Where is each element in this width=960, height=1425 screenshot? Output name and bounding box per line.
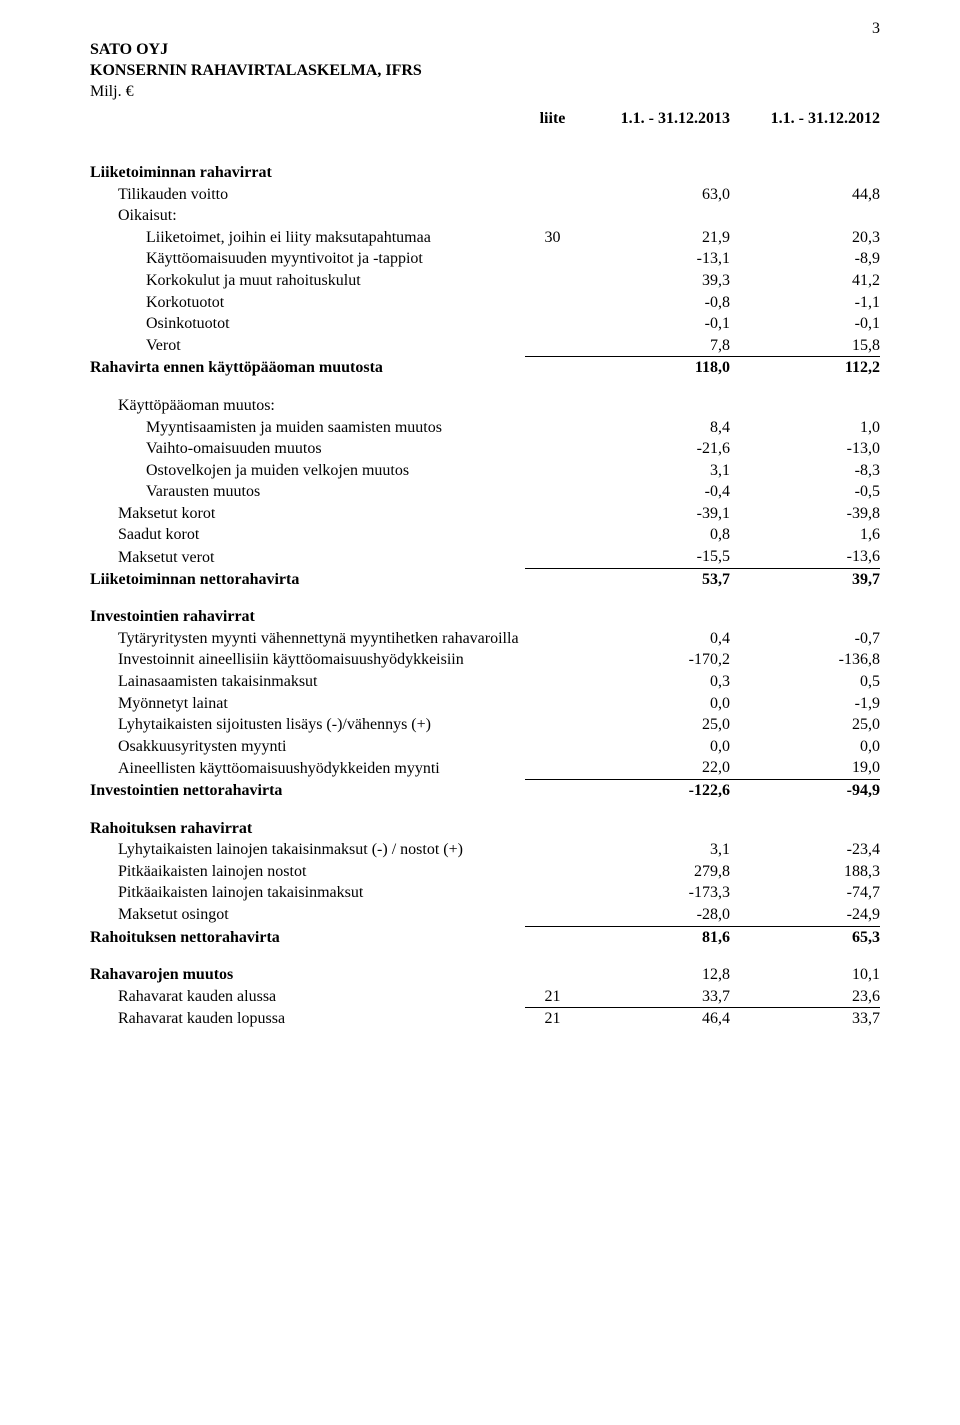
table-row: Pitkäaikaisten lainojen nostot 279,8 188… [90, 861, 880, 883]
table-header-row: liite 1.1. - 31.12.2013 1.1. - 31.12.201… [90, 108, 880, 130]
table-row: Verot 7,8 15,8 [90, 335, 880, 357]
table-row: Pitkäaikaisten lainojen takaisinmaksut -… [90, 882, 880, 904]
company-name: SATO OYJ [90, 40, 880, 61]
unit-label: Milj. € [90, 82, 880, 103]
section4-title: Rahoituksen rahavirrat [90, 818, 525, 840]
table-row: Vaihto-omaisuuden muutos -21,6 -13,0 [90, 438, 880, 460]
table-row: Myönnetyt lainat 0,0 -1,9 [90, 693, 880, 715]
table-row: Lainasaamisten takaisinmaksut 0,3 0,5 [90, 671, 880, 693]
section-title-row: Investointien rahavirrat [90, 606, 880, 628]
section2-subtotal: Liiketoiminnan nettorahavirta 53,7 39,7 [90, 568, 880, 590]
section3-subtotal: Investointien nettorahavirta -122,6 -94,… [90, 780, 880, 802]
table-row: Tilikauden voitto 63,0 44,8 [90, 184, 880, 206]
table-row: Saadut korot 0,8 1,6 [90, 524, 880, 546]
section-title-row: Rahoituksen rahavirrat [90, 818, 880, 840]
col-header-period1: 1.1. - 31.12.2013 [580, 108, 730, 130]
table-row: Ostovelkojen ja muiden velkojen muutos 3… [90, 460, 880, 482]
section3-title: Investointien rahavirrat [90, 606, 525, 628]
table-row: Liiketoimet, joihin ei liity maksutapaht… [90, 227, 880, 249]
cashflow-table: liite 1.1. - 31.12.2013 1.1. - 31.12.201… [90, 108, 880, 1030]
section-title-row: Käyttöpääoman muutos: [90, 395, 880, 417]
table-row: Rahavarat kauden alussa 21 33,7 23,6 [90, 986, 880, 1008]
table-row: Oikaisut: [90, 205, 880, 227]
statement-title: KONSERNIN RAHAVIRTALASKELMA, IFRS [90, 61, 880, 82]
col-header-period2: 1.1. - 31.12.2012 [730, 108, 880, 130]
table-row: Maksetut korot -39,1 -39,8 [90, 503, 880, 525]
table-row: Lyhytaikaisten sijoitusten lisäys (-)/vä… [90, 714, 880, 736]
table-row: Maksetut osingot -28,0 -24,9 [90, 904, 880, 926]
table-row: Maksetut verot -15,5 -13,6 [90, 546, 880, 568]
section1-subtotal: Rahavirta ennen käyttöpääoman muutosta 1… [90, 357, 880, 379]
table-row: Investoinnit aineellisiin käyttöomaisuus… [90, 649, 880, 671]
table-row: Lyhytaikaisten lainojen takaisinmaksut (… [90, 839, 880, 861]
section-title-row: Liiketoiminnan rahavirrat [90, 162, 880, 184]
section2-title: Käyttöpääoman muutos: [90, 395, 525, 417]
page-number: 3 [872, 20, 880, 38]
section1-title: Liiketoiminnan rahavirrat [90, 162, 525, 184]
table-row: Aineellisten käyttöomaisuushyödykkeiden … [90, 757, 880, 779]
table-row: Tytäryritysten myynti vähennettynä myynt… [90, 628, 880, 650]
table-row: Käyttöomaisuuden myyntivoitot ja -tappio… [90, 248, 880, 270]
table-row: Korkokulut ja muut rahoituskulut 39,3 41… [90, 270, 880, 292]
page: 3 SATO OYJ KONSERNIN RAHAVIRTALASKELMA, … [0, 0, 960, 1090]
table-row: Korkotuotot -0,8 -1,1 [90, 292, 880, 314]
table-row: Rahavarojen muutos 12,8 10,1 [90, 964, 880, 986]
table-row: Myyntisaamisten ja muiden saamisten muut… [90, 417, 880, 439]
col-header-liite: liite [525, 108, 580, 130]
section4-subtotal: Rahoituksen nettorahavirta 81,6 65,3 [90, 926, 880, 948]
table-row: Osakkuusyritysten myynti 0,0 0,0 [90, 736, 880, 758]
table-row: Rahavarat kauden lopussa 21 46,4 33,7 [90, 1008, 880, 1030]
table-row: Osinkotuotot -0,1 -0,1 [90, 313, 880, 335]
table-row: Varausten muutos -0,4 -0,5 [90, 481, 880, 503]
